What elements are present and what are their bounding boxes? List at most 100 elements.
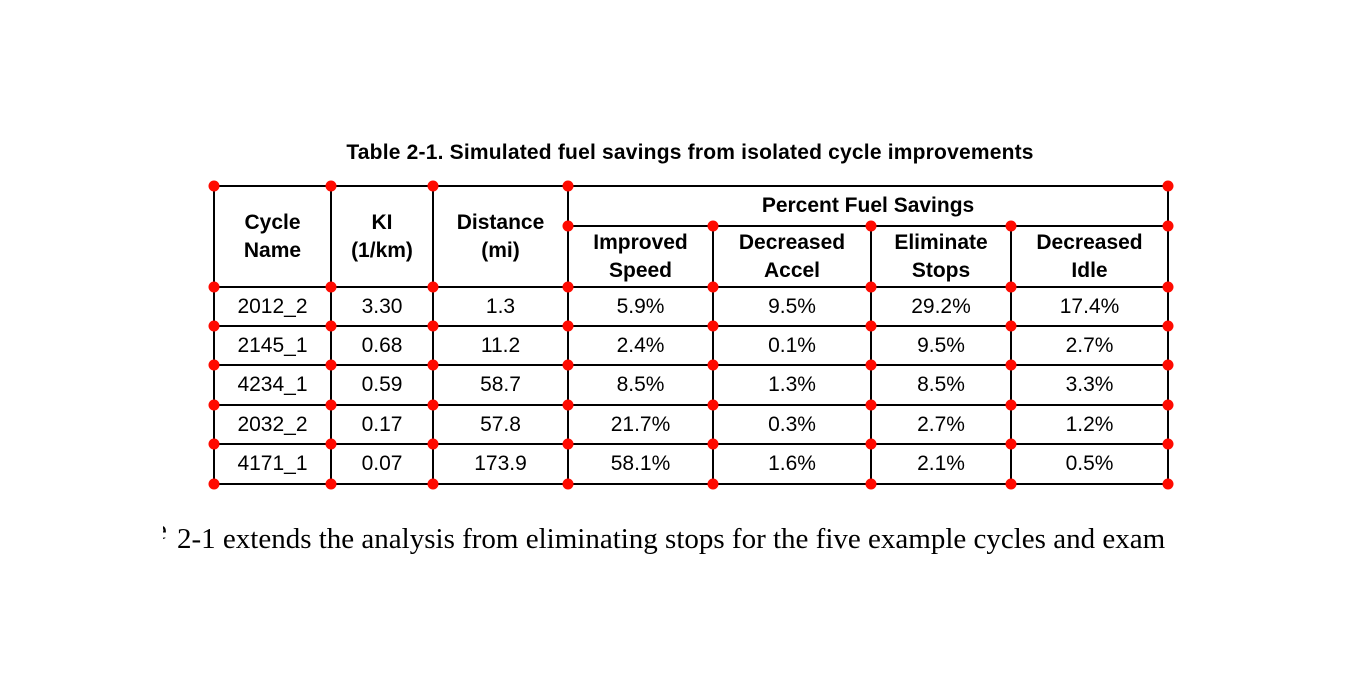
grid-marker-dot (865, 220, 877, 232)
grid-marker-dot (707, 478, 719, 490)
grid-marker-dot (562, 359, 574, 371)
grid-marker-dot (562, 180, 574, 192)
grid-marker-dot (325, 399, 337, 411)
grid-marker-dot (1162, 478, 1174, 490)
grid-marker-dot (208, 438, 220, 450)
grid-marker-dot (562, 478, 574, 490)
value-cell: 2.7% (870, 404, 1012, 445)
grid-marker-dot (427, 399, 439, 411)
grid-marker-dot (1162, 220, 1174, 232)
grid-marker-dot (325, 438, 337, 450)
value-cell: 5.9% (567, 286, 714, 327)
grid-marker-dot (865, 399, 877, 411)
value-cell: 29.2% (870, 286, 1012, 327)
table-row: 2145_1 0.68 11.2 2.4% 0.1% 9.5% 2.7% (213, 325, 1170, 366)
value-cell: 9.5% (712, 286, 872, 327)
grid-marker-dot (1005, 320, 1017, 332)
grid-marker-dot (1162, 359, 1174, 371)
value-cell: 58.7 (432, 364, 569, 406)
grid-marker-dot (1162, 399, 1174, 411)
value-cell: 2.4% (567, 325, 714, 366)
grid-marker-dot (427, 320, 439, 332)
header-cycle-name: Cycle Name (213, 185, 332, 288)
grid-marker-dot (1005, 478, 1017, 490)
value-cell: 0.07 (330, 443, 434, 485)
grid-marker-dot (865, 281, 877, 293)
grid-marker-dot (325, 180, 337, 192)
value-cell: 2.7% (1009, 325, 1170, 366)
header-improved-speed: Improved Speed (567, 225, 714, 288)
value-cell: 3.3% (1009, 364, 1170, 406)
value-cell: 0.68 (330, 325, 434, 366)
header-decreased-accel: Decreased Accel (712, 225, 872, 288)
grid-marker-dot (208, 281, 220, 293)
table-caption: Table 2-1. Simulated fuel savings from i… (346, 141, 1034, 164)
table-row: 4234_1 0.59 58.7 8.5% 1.3% 8.5% 3.3% (213, 364, 1170, 406)
grid-marker-dot (707, 438, 719, 450)
grid-marker-dot (208, 320, 220, 332)
clipped-char-fragment: e (163, 513, 167, 548)
value-cell: 17.4% (1009, 286, 1170, 327)
grid-marker-dot (707, 359, 719, 371)
grid-marker-dot (1005, 220, 1017, 232)
value-cell: 3.30 (330, 286, 434, 327)
grid-marker-dot (707, 281, 719, 293)
value-cell: 8.5% (870, 364, 1012, 406)
header-distance: Distance (mi) (432, 185, 569, 288)
value-cell: 1.6% (712, 443, 872, 485)
value-cell: 0.5% (1009, 443, 1170, 485)
grid-marker-dot (208, 180, 220, 192)
grid-marker-dot (707, 220, 719, 232)
grid-marker-dot (865, 478, 877, 490)
grid-marker-dot (325, 320, 337, 332)
grid-marker-dot (325, 281, 337, 293)
grid-marker-dot (562, 438, 574, 450)
cycle-name-cell: 2032_2 (213, 404, 332, 445)
cycle-name-cell: 2145_1 (213, 325, 332, 366)
value-cell: 1.3% (712, 364, 872, 406)
value-cell: 0.59 (330, 364, 434, 406)
value-cell: 9.5% (870, 325, 1012, 366)
value-cell: 173.9 (432, 443, 569, 485)
grid-marker-dot (562, 320, 574, 332)
value-cell: 1.3 (432, 286, 569, 327)
grid-marker-dot (1005, 281, 1017, 293)
grid-marker-dot (427, 180, 439, 192)
grid-marker-dot (325, 478, 337, 490)
grid-marker-dot (865, 438, 877, 450)
grid-marker-dot (208, 399, 220, 411)
fuel-savings-table: Cycle Name KI (1/km) Distance (mi) Perce… (208, 180, 1174, 490)
table-row: 2012_2 3.30 1.3 5.9% 9.5% 29.2% 17.4% (213, 286, 1170, 327)
grid-marker-dot (707, 399, 719, 411)
value-cell: 21.7% (567, 404, 714, 445)
table-row: 2032_2 0.17 57.8 21.7% 0.3% 2.7% 1.2% (213, 404, 1170, 445)
grid-marker-dot (562, 281, 574, 293)
body-text: 2-1 extends the analysis from eliminatin… (177, 523, 1166, 555)
grid-marker-dot (427, 281, 439, 293)
cycle-name-cell: 4234_1 (213, 364, 332, 406)
grid-marker-dot (1162, 281, 1174, 293)
header-percent-fuel-savings: Percent Fuel Savings (566, 185, 1170, 227)
value-cell: 0.1% (712, 325, 872, 366)
grid-marker-dot (1162, 180, 1174, 192)
grid-marker-dot (562, 220, 574, 232)
value-cell: 58.1% (567, 443, 714, 485)
value-cell: 11.2 (432, 325, 569, 366)
grid-marker-dot (865, 359, 877, 371)
grid-marker-dot (427, 478, 439, 490)
grid-marker-dot (1005, 438, 1017, 450)
grid-marker-dot (427, 438, 439, 450)
grid-marker-dot (208, 478, 220, 490)
cycle-name-cell: 4171_1 (213, 443, 332, 485)
data-table: Cycle Name KI (1/km) Distance (mi) Perce… (213, 185, 1170, 485)
value-cell: 57.8 (432, 404, 569, 445)
header-decreased-idle: Decreased Idle (1009, 225, 1170, 288)
grid-marker-dot (208, 359, 220, 371)
grid-marker-dot (865, 320, 877, 332)
grid-marker-dot (562, 399, 574, 411)
table-body: 2012_2 3.30 1.3 5.9% 9.5% 29.2% 17.4% 2145_1 0.6… (213, 286, 1170, 485)
cycle-name-cell: 2012_2 (213, 286, 332, 327)
header-eliminate-stops: Eliminate Stops (870, 225, 1012, 288)
grid-marker-dot (1005, 359, 1017, 371)
